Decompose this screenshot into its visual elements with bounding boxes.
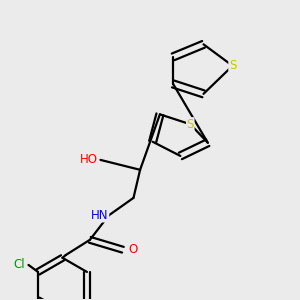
Text: O: O	[129, 243, 138, 256]
Text: S: S	[229, 59, 236, 72]
Text: Cl: Cl	[14, 258, 26, 272]
Text: HN: HN	[91, 209, 109, 222]
Text: S: S	[187, 118, 194, 131]
Text: HO: HO	[80, 153, 98, 167]
